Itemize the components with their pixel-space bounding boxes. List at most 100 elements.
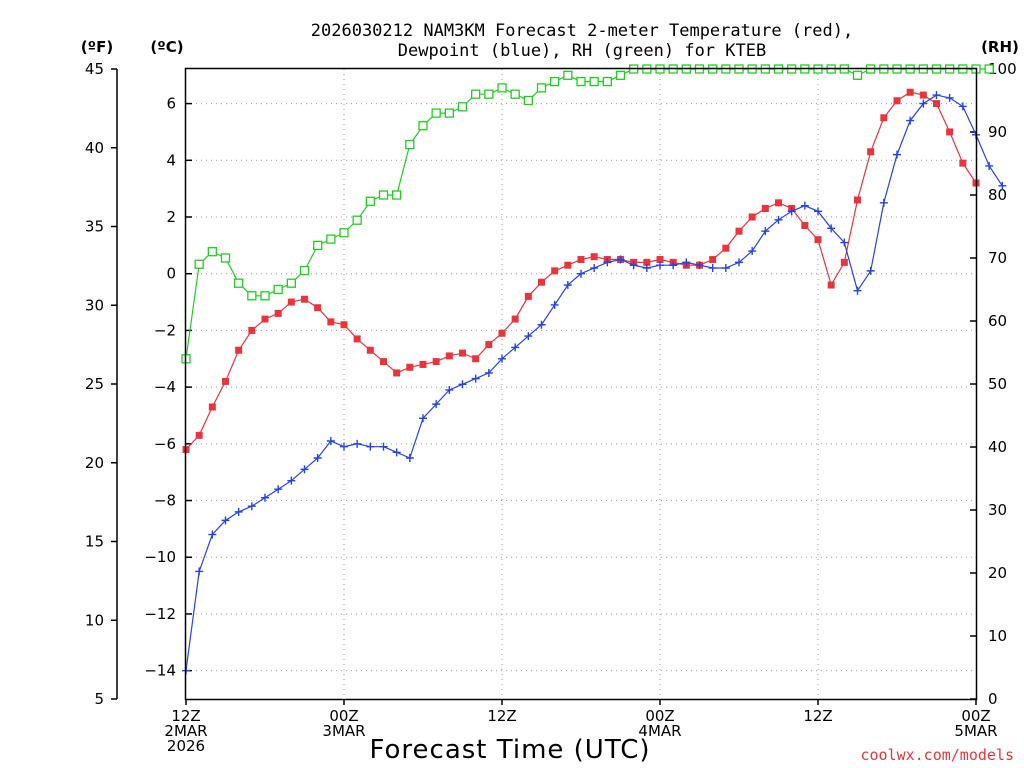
dewpoint-point	[498, 354, 506, 363]
temperature-point	[340, 321, 348, 329]
dewpoint-point	[893, 150, 901, 159]
temperature-point	[472, 355, 480, 363]
x-axis-title: Forecast Time (UTC)	[369, 735, 650, 765]
dewpoint-point	[814, 207, 822, 216]
rh-point	[220, 253, 231, 263]
temperature-point	[419, 360, 427, 368]
rh-point	[484, 89, 494, 99]
rh-point	[273, 284, 283, 295]
temperature-point	[564, 261, 572, 269]
time-tick-label: 2026	[167, 737, 205, 755]
time-tick-label: 00Z	[329, 707, 358, 725]
temperature-point	[919, 91, 927, 99]
rh-point	[378, 190, 389, 200]
dewpoint-point	[261, 493, 269, 502]
temperature-point	[301, 295, 308, 303]
time-tick-label: 00Z	[961, 707, 990, 725]
dewpoint-point	[392, 448, 401, 457]
rh-tick-label: 70	[988, 249, 1007, 267]
temperature-point	[432, 358, 440, 366]
temperature-point	[195, 431, 203, 439]
rh-point	[352, 215, 362, 225]
dewpoint-point	[879, 198, 888, 207]
time-tick-label: 4MAR	[638, 722, 681, 740]
celsius-tick-label: 2	[166, 208, 176, 226]
celsius-tick-label: −10	[144, 548, 176, 566]
dewpoint-point	[695, 261, 704, 270]
temperature-point	[827, 281, 835, 289]
dewpoint-point	[550, 300, 559, 309]
dewpoint-point	[603, 258, 612, 267]
temperature-point	[248, 326, 256, 334]
time-tick-label: 12Z	[803, 707, 832, 725]
dewpoint-point	[274, 485, 283, 494]
dewpoint-point	[471, 374, 480, 383]
temperature-point	[406, 363, 414, 371]
dewpoint-point	[774, 215, 783, 224]
fahrenheit-tick-label: 15	[85, 533, 104, 551]
rh-tick-label: 80	[988, 186, 1007, 204]
rh-point	[444, 108, 454, 118]
celsius-tick-label: 6	[166, 95, 176, 113]
temperature-point	[590, 253, 598, 261]
rh-point	[247, 291, 257, 301]
temperature-point	[222, 377, 229, 385]
dewpoint-point	[998, 181, 1007, 190]
rh-point	[431, 108, 441, 118]
dewpoint-point	[629, 261, 638, 270]
temperature-point	[366, 346, 374, 354]
dewpoint-point	[313, 454, 322, 463]
dewpoint-point	[208, 530, 217, 539]
rh-point	[563, 70, 573, 80]
temperature-point	[906, 88, 914, 96]
dewpoint-point	[511, 343, 520, 352]
rh-tick-label: 50	[988, 375, 1007, 393]
rh-point	[405, 139, 415, 150]
dewpoint-point	[800, 201, 809, 210]
dewpoint-point	[827, 224, 836, 233]
celsius-tick-label: −4	[154, 378, 176, 396]
dewpoint-point	[537, 320, 546, 329]
rh-point	[365, 196, 375, 206]
temperature-point	[393, 369, 401, 377]
fahrenheit-tick-label: 20	[85, 454, 104, 472]
dewpoint-point	[419, 414, 427, 423]
temperature-point	[656, 256, 664, 264]
temperature-point	[538, 278, 545, 286]
temperature-point	[893, 97, 901, 105]
dewpoint-point	[445, 385, 454, 394]
rh-point	[418, 121, 428, 131]
dewpoint-point	[840, 238, 849, 247]
fahrenheit-tick-label: 25	[85, 375, 104, 393]
temperature-point	[775, 199, 782, 207]
dewpoint-point	[353, 439, 362, 448]
fahrenheit-axis: 5 10 15 20 25 30 35 40 45	[85, 60, 118, 708]
plot-frame	[184, 67, 978, 701]
rh-point	[207, 247, 217, 257]
dewpoint-point	[787, 207, 796, 216]
celsius-tick-label: −6	[154, 435, 176, 453]
dewpoint-point	[985, 161, 994, 170]
temperature-point	[722, 244, 730, 252]
dewpoint-point	[234, 507, 243, 516]
temperature-point	[761, 204, 769, 212]
dewpoint-point	[932, 91, 941, 100]
dewpoint-point	[761, 227, 770, 236]
dewpoint-point	[221, 516, 230, 525]
dewpoint-point	[524, 332, 533, 341]
temperature-point	[274, 309, 282, 317]
time-tick-label: 12Z	[487, 707, 516, 725]
temperature-point	[801, 222, 809, 230]
time-tick-label: 00Z	[645, 707, 674, 725]
temperature-point	[524, 292, 532, 300]
temperature-point	[577, 256, 585, 264]
rh-tick-label: 60	[988, 312, 1007, 330]
dewpoint-point	[287, 476, 296, 485]
temperature-point	[327, 318, 335, 326]
rh-tick-label: 100	[988, 60, 1017, 78]
temperature-point	[854, 196, 861, 204]
rh-point	[313, 240, 323, 251]
dewpoint-point	[590, 264, 599, 273]
